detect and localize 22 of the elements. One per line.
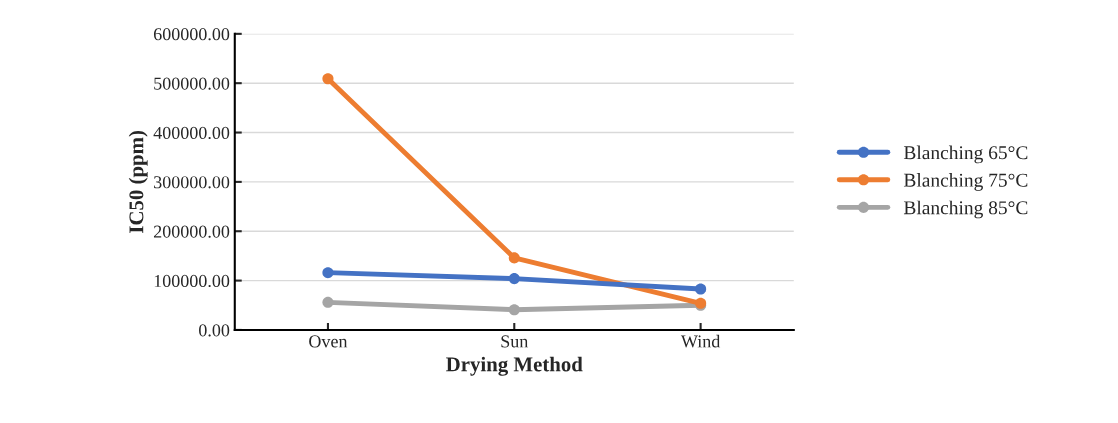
legend-label: Blanching 65°C bbox=[903, 145, 1028, 164]
y-tick-label: 100000.00 bbox=[154, 274, 230, 288]
y-tick-label: 200000.00 bbox=[153, 225, 230, 238]
x-tick-label: Oven bbox=[309, 335, 348, 348]
legend-label: Blanching 75°C bbox=[903, 173, 1028, 191]
y-tick-label: 600000.00 bbox=[153, 28, 230, 41]
point bbox=[322, 267, 334, 279]
point bbox=[508, 252, 520, 264]
point bbox=[322, 73, 334, 85]
point bbox=[695, 283, 707, 295]
x-axis-title: Drying Method bbox=[446, 356, 583, 376]
y-axis-title: IC50 (ppm) bbox=[128, 131, 148, 233]
y-tick-label: 500000.00 bbox=[154, 77, 230, 90]
y-tick-label: 400000.00 bbox=[153, 126, 230, 140]
x-tick-label: Wind bbox=[680, 334, 721, 348]
legend-label: Blanching 85°C bbox=[903, 200, 1028, 219]
point bbox=[508, 273, 520, 285]
point bbox=[322, 296, 334, 308]
x-tick-label: Sun bbox=[501, 335, 529, 348]
y-tick-label: 300000.00 bbox=[154, 176, 230, 189]
point bbox=[508, 304, 520, 316]
y-tick-label: 0.00 bbox=[199, 324, 230, 337]
